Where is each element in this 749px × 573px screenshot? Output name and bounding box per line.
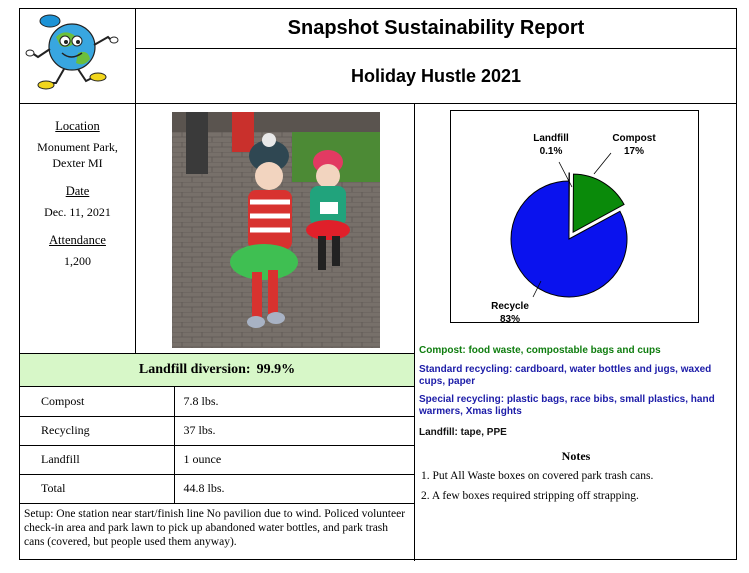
attendance-value: 1,200 (64, 254, 91, 268)
pie-label-compost: Compost (612, 133, 656, 144)
stat-name: Compost (20, 387, 175, 417)
event-name: Holiday Hustle 2021 (136, 49, 736, 104)
pie-pct-compost: 17% (624, 146, 644, 157)
pie-pct-recycle: 83% (500, 314, 520, 324)
right-column: Landfill 0.1% Compost 17% Recycle 83% Co… (415, 104, 737, 561)
table-row: Compost 7.8 lbs. (20, 387, 415, 417)
pie-slice-compost (572, 173, 625, 233)
pie-pct-landfill: 0.1% (540, 146, 563, 157)
diversion-value: 99.9% (256, 362, 296, 377)
table-row: Total 44.8 lbs. (20, 474, 415, 504)
leader-line-landfill (558, 161, 573, 188)
location-label: Location (55, 119, 100, 133)
stat-value: 7.8 lbs. (174, 387, 415, 417)
report-page: Snapshot Sustainability Report Holiday H… (19, 8, 737, 561)
pie-slice-recycle (510, 180, 628, 298)
stat-value: 37 lbs. (174, 416, 415, 446)
event-photo (172, 112, 380, 348)
stat-name: Recycling (20, 416, 175, 446)
table-row: Landfill 1 ounce (20, 445, 415, 475)
stat-name: Landfill (20, 445, 175, 475)
date-value: Dec. 11, 2021 (44, 205, 111, 219)
event-info: Location Monument Park, Dexter MI Date D… (20, 104, 136, 354)
leader-line-recycle (532, 280, 542, 298)
table-row: Recycling 37 lbs. (20, 416, 415, 446)
pie-label-recycle: Recycle (491, 301, 529, 312)
report-title: Snapshot Sustainability Report (136, 9, 736, 49)
waste-stats-table: Compost 7.8 lbs. Recycling 37 lbs. Landf… (20, 387, 415, 504)
leader-line-compost (593, 152, 612, 175)
note-item: 2. A few boxes required stripping off st… (421, 490, 639, 502)
category-special-recycling: Special recycling: plastic bags, race bi… (419, 394, 715, 417)
photo-cell (136, 104, 415, 354)
notes-title: Notes (561, 449, 591, 463)
stat-name: Total (20, 474, 175, 504)
stat-value: 44.8 lbs. (174, 474, 415, 504)
waste-pie-chart: Landfill 0.1% Compost 17% Recycle 83% (450, 110, 699, 325)
earth-mascot-logo (25, 14, 119, 90)
location-line1: Monument Park, (37, 140, 118, 154)
logo-cell (20, 9, 136, 104)
note-item: 1. Put All Waste boxes on covered park t… (421, 470, 654, 482)
date-label: Date (65, 184, 90, 198)
attendance-label: Attendance (49, 233, 106, 247)
landfill-diversion-bar: Landfill diversion: 99.9% (20, 353, 415, 387)
pie-label-landfill: Landfill (533, 133, 569, 144)
category-landfill: Landfill: tape, PPE (419, 427, 507, 438)
setup-notes: Setup: One station near start/finish lin… (20, 503, 415, 561)
stat-value: 1 ounce (174, 445, 415, 475)
category-compost: Compost: food waste, compostable bags an… (419, 345, 661, 356)
location-line2: Dexter MI (52, 156, 103, 170)
diversion-label: Landfill diversion: (138, 362, 251, 377)
category-standard-recycling: Standard recycling: cardboard, water bot… (419, 364, 712, 387)
